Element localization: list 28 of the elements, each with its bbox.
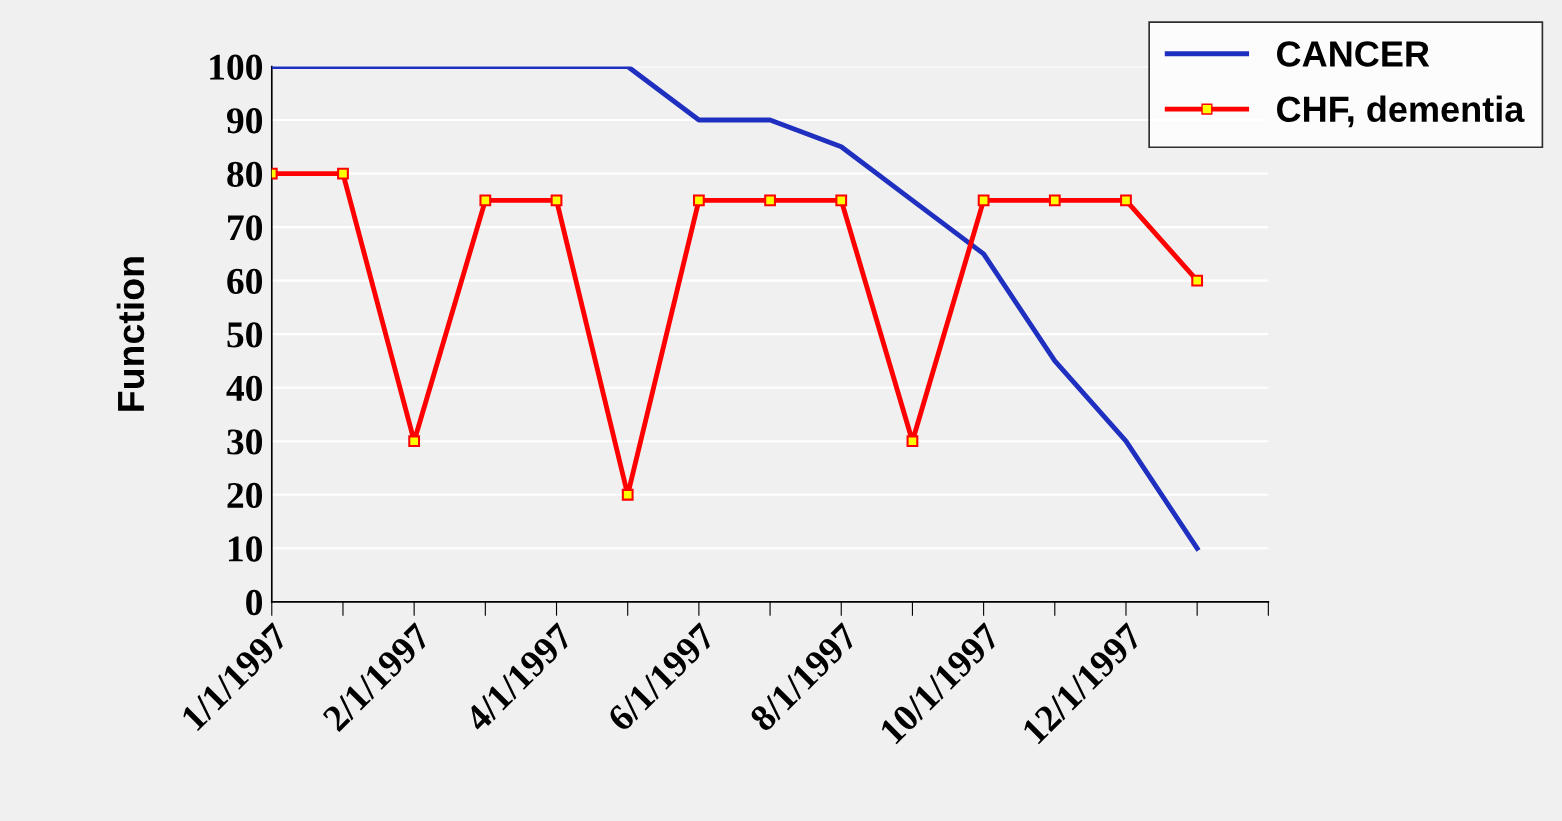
y-tick-label: 50 [227,322,263,348]
y-tick-label: 30 [227,429,263,455]
point [906,435,919,448]
y-tick-label: 100 [210,54,263,80]
y-tick-label: 60 [227,268,263,294]
point [408,435,421,448]
y-tick-label: 0 [246,589,263,616]
point [1191,274,1204,287]
point [479,194,492,207]
line-series [271,66,1200,551]
point [621,488,634,501]
point [692,194,705,207]
point [764,194,776,207]
y-tick-label: 70 [228,215,263,241]
point [1048,194,1061,207]
point [1120,194,1132,207]
point [337,167,349,180]
y-tick-label: 90 [226,108,263,134]
legend-label: CHF, dementia [1277,95,1525,128]
y-tick-label: 10 [228,536,263,562]
point [835,194,848,207]
y-axis-title: Function [116,257,145,411]
legend-label: CANCER [1277,41,1430,67]
point [550,194,563,207]
point [977,194,990,207]
y-tick-label: 80 [227,161,263,187]
y-tick-label: 20 [227,482,263,509]
y-tick-label: 40 [226,375,263,402]
